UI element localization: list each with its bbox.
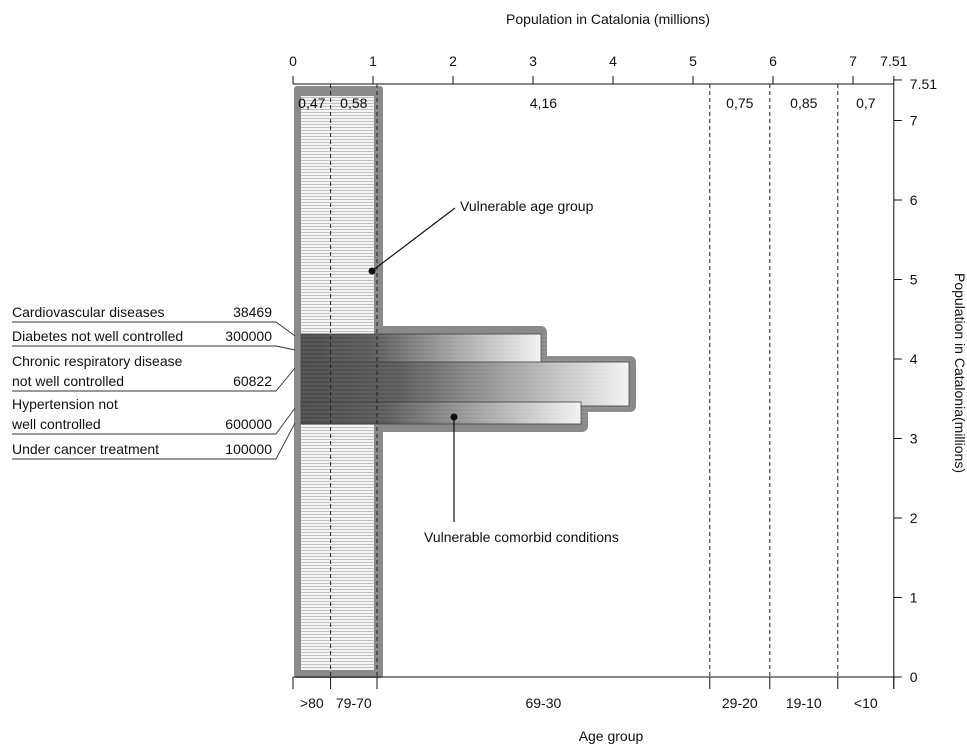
top-axis-tick-label: 5 (689, 53, 697, 69)
comorbid-bar (300, 361, 630, 407)
age-group-label: 69-30 (525, 695, 561, 711)
top-axis-tick-label: 6 (769, 53, 777, 69)
right-axis-title: Population in Catalonia(millions) (952, 273, 967, 473)
comorbid-condition-label: Chronic respiratory disease (12, 353, 183, 369)
age-group-label: <10 (854, 695, 878, 711)
comorbid-connector (12, 422, 296, 460)
comorbid-condition-label: Diabetes not well controlled (12, 328, 183, 344)
right-axis-tick-label: 3 (910, 431, 918, 447)
age-group-value-label: 4,16 (530, 95, 557, 111)
comorbid-condition-label: not well controlled (12, 373, 124, 389)
right-axis-tick-label: 7 (910, 113, 918, 129)
right-axis-tick-label: 1 (910, 590, 918, 606)
right-axis-tick-label: 2 (910, 510, 918, 526)
comorbid-count-label: 38469 (233, 304, 272, 320)
annotation-dot (368, 267, 376, 275)
top-axis-tick-label: 1 (369, 53, 377, 69)
comorbid-count-label: 60822 (233, 373, 272, 389)
annotation-leader-line (371, 207, 456, 272)
top-axis-title: Population in Catalonia (millions) (506, 11, 710, 27)
annotation-age-label: Vulnerable age group (460, 198, 594, 214)
age-group-label: 79-70 (336, 695, 372, 711)
age-group-value-label: 0,75 (726, 95, 753, 111)
age-group-label: 19-10 (786, 695, 822, 711)
top-axis-tick-label: 2 (449, 53, 457, 69)
comorbid-count-label: 300000 (225, 328, 272, 344)
right-axis-tick-label: 4 (910, 351, 918, 367)
bottom-axis-title: Age group (579, 728, 644, 744)
top-axis-tick-label: 7 (849, 53, 857, 69)
top-axis-tick-label: 3 (529, 53, 537, 69)
comorbid-connector (12, 345, 296, 351)
right-axis-tick-label: 6 (910, 192, 918, 208)
comorbid-condition-label: Cardiovascular diseases (12, 304, 165, 320)
age-group-value-label: 0,47 (298, 95, 325, 111)
age-group-value-label: 0,85 (790, 95, 817, 111)
comorbid-condition-label: Under cancer treatment (12, 441, 159, 457)
comorbid-condition-label: Hypertension not (12, 396, 118, 412)
annotation-dot (450, 413, 458, 421)
comorbid-count-label: 600000 (225, 416, 272, 432)
top-axis-tick-label: 7.51 (880, 53, 907, 69)
top-axis-tick-label: 4 (609, 53, 617, 69)
comorbid-count-label: 100000 (225, 441, 272, 457)
comorbid-connector (12, 407, 296, 435)
comorbid-condition-label: well controlled (11, 416, 101, 432)
comorbid-bar (300, 333, 542, 365)
right-axis-tick-label: 7.51 (910, 76, 937, 92)
comorbid-bar (300, 401, 582, 425)
right-axis-tick-label: 0 (910, 669, 918, 685)
age-group-label: 29-20 (722, 695, 758, 711)
comorbid-connector (12, 321, 296, 337)
right-axis-tick-label: 5 (910, 272, 918, 288)
age-group-label: >80 (300, 695, 324, 711)
top-axis-tick-label: 0 (289, 53, 297, 69)
annotation-comorbid-label: Vulnerable comorbid conditions (424, 529, 619, 545)
age-group-value-label: 0,7 (856, 95, 876, 111)
age-group-value-label: 0,58 (340, 95, 367, 111)
comorbid-connector (12, 367, 296, 392)
